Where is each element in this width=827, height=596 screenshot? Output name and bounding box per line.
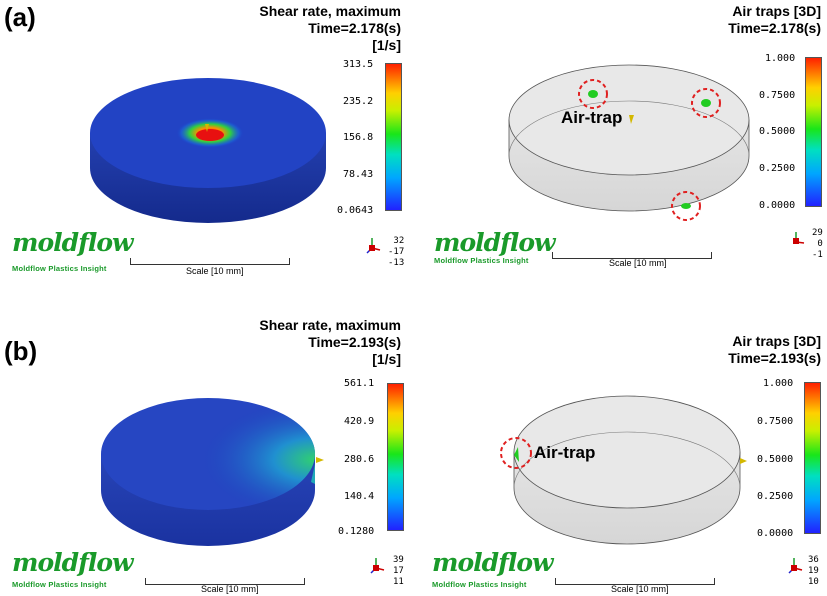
moldflow-subtitle: Moldflow Plastics Insight xyxy=(12,264,107,273)
moldflow-logo: moldflow xyxy=(434,228,556,257)
shear-tick-b-2: 280.6 xyxy=(344,454,375,465)
axis-triad-icon xyxy=(793,232,805,244)
air-tick-a-0: 1.000 xyxy=(765,53,796,64)
triad-value: 32 xyxy=(393,236,405,246)
axis-triad-values-b-air: 36 19 10 xyxy=(808,555,819,588)
shear-colorbar-b xyxy=(387,383,404,531)
shear-title-b-line1: Shear rate, maximum xyxy=(259,317,401,333)
triad-value: 11 xyxy=(393,577,404,587)
moldflow-logo: moldflow xyxy=(12,228,134,257)
shear-title-b-line2: Time=2.193(s) xyxy=(308,334,401,350)
air-colorbar-a xyxy=(805,57,822,207)
moldflow-logo: moldflow xyxy=(432,548,554,577)
triad-value: 10 xyxy=(808,577,819,587)
air-tick-b-3: 0.2500 xyxy=(757,491,794,502)
axis-triad-values-a-shear: 32 -17 -13 xyxy=(388,236,404,269)
shear-tick-a-0: 313.5 xyxy=(343,59,374,70)
scale-label: Scale [10 mm] xyxy=(201,584,259,594)
triad-value: 17 xyxy=(393,566,404,576)
air-trap-annotation-b: Air-trap xyxy=(534,443,596,462)
triad-value: 36 xyxy=(808,555,819,565)
moldflow-logo: moldflow xyxy=(12,548,134,577)
air-trap-annotation-a: Air-trap xyxy=(561,108,623,127)
air-tick-a-3: 0.2500 xyxy=(759,163,796,174)
shear-tick-a-1: 235.2 xyxy=(343,96,374,107)
triad-value: 19 xyxy=(808,566,819,576)
air-title-a: Air traps [3D] Time=2.178(s) xyxy=(728,3,821,37)
air-tick-b-0: 1.000 xyxy=(763,378,794,389)
shear-tick-b-0: 561.1 xyxy=(344,378,375,389)
axis-triad-icon xyxy=(366,238,381,254)
axis-triad-values-a-air: 29 0 -1 xyxy=(812,228,823,261)
shear-title-a: Shear rate, maximum Time=2.178(s) [1/s] xyxy=(259,3,401,54)
air-colorbar-b xyxy=(804,382,821,534)
moldflow-subtitle: Moldflow Plastics Insight xyxy=(434,256,529,265)
air-tick-b-1: 0.7500 xyxy=(757,416,794,427)
panel-label-a: (a) xyxy=(4,2,36,32)
triad-value: -13 xyxy=(388,258,405,268)
axis-triad-values-b-shear: 39 17 11 xyxy=(393,555,404,588)
air-title-a-line2: Time=2.178(s) xyxy=(728,20,821,36)
triad-value: -1 xyxy=(812,250,823,260)
shear-title-b: Shear rate, maximum Time=2.193(s) [1/s] xyxy=(259,317,401,368)
scale-label: Scale [10 mm] xyxy=(609,258,667,268)
shear-title-a-line1: Shear rate, maximum xyxy=(259,3,401,19)
air-tick-a-1: 0.7500 xyxy=(759,90,796,101)
air-tick-b-4: 0.0000 xyxy=(757,528,794,539)
air-tick-a-4: 0.0000 xyxy=(759,200,796,211)
axis-triad-icon xyxy=(788,558,803,574)
scale-bar xyxy=(145,578,305,585)
scale-label: Scale [10 mm] xyxy=(611,584,669,594)
scale-label: Scale [10 mm] xyxy=(186,266,244,276)
shear-tick-b-3: 140.4 xyxy=(344,491,375,502)
shear-tick-a-2: 156.8 xyxy=(343,132,374,143)
panel-label-b: (b) xyxy=(4,336,38,366)
shear-tick-b-4: 0.1280 xyxy=(338,526,375,537)
moldflow-subtitle: Moldflow Plastics Insight xyxy=(12,580,107,589)
shear-title-a-line3: [1/s] xyxy=(372,37,401,53)
scale-bar xyxy=(552,252,712,259)
triad-value: 29 xyxy=(812,228,823,238)
air-title-b-line1: Air traps [3D] xyxy=(732,333,821,349)
shear-colorbar-a xyxy=(385,63,402,211)
triad-value: 39 xyxy=(393,555,404,565)
triad-value: -17 xyxy=(388,247,405,257)
air-tick-b-2: 0.5000 xyxy=(757,454,794,465)
shear-tick-b-1: 420.9 xyxy=(344,416,375,427)
moldflow-subtitle: Moldflow Plastics Insight xyxy=(432,580,527,589)
air-title-b: Air traps [3D] Time=2.193(s) xyxy=(728,333,821,367)
scale-bar xyxy=(555,578,715,585)
air-title-a-line1: Air traps [3D] xyxy=(732,3,821,19)
air-title-b-line2: Time=2.193(s) xyxy=(728,350,821,366)
shear-tick-a-3: 78.43 xyxy=(343,169,374,180)
shear-title-a-line2: Time=2.178(s) xyxy=(308,20,401,36)
shear-title-b-line3: [1/s] xyxy=(372,351,401,367)
air-tick-a-2: 0.5000 xyxy=(759,126,796,137)
triad-value: 0 xyxy=(817,239,823,249)
axis-triad-icon xyxy=(370,558,385,574)
shear-tick-a-4: 0.0643 xyxy=(337,205,374,216)
scale-bar xyxy=(130,258,290,265)
